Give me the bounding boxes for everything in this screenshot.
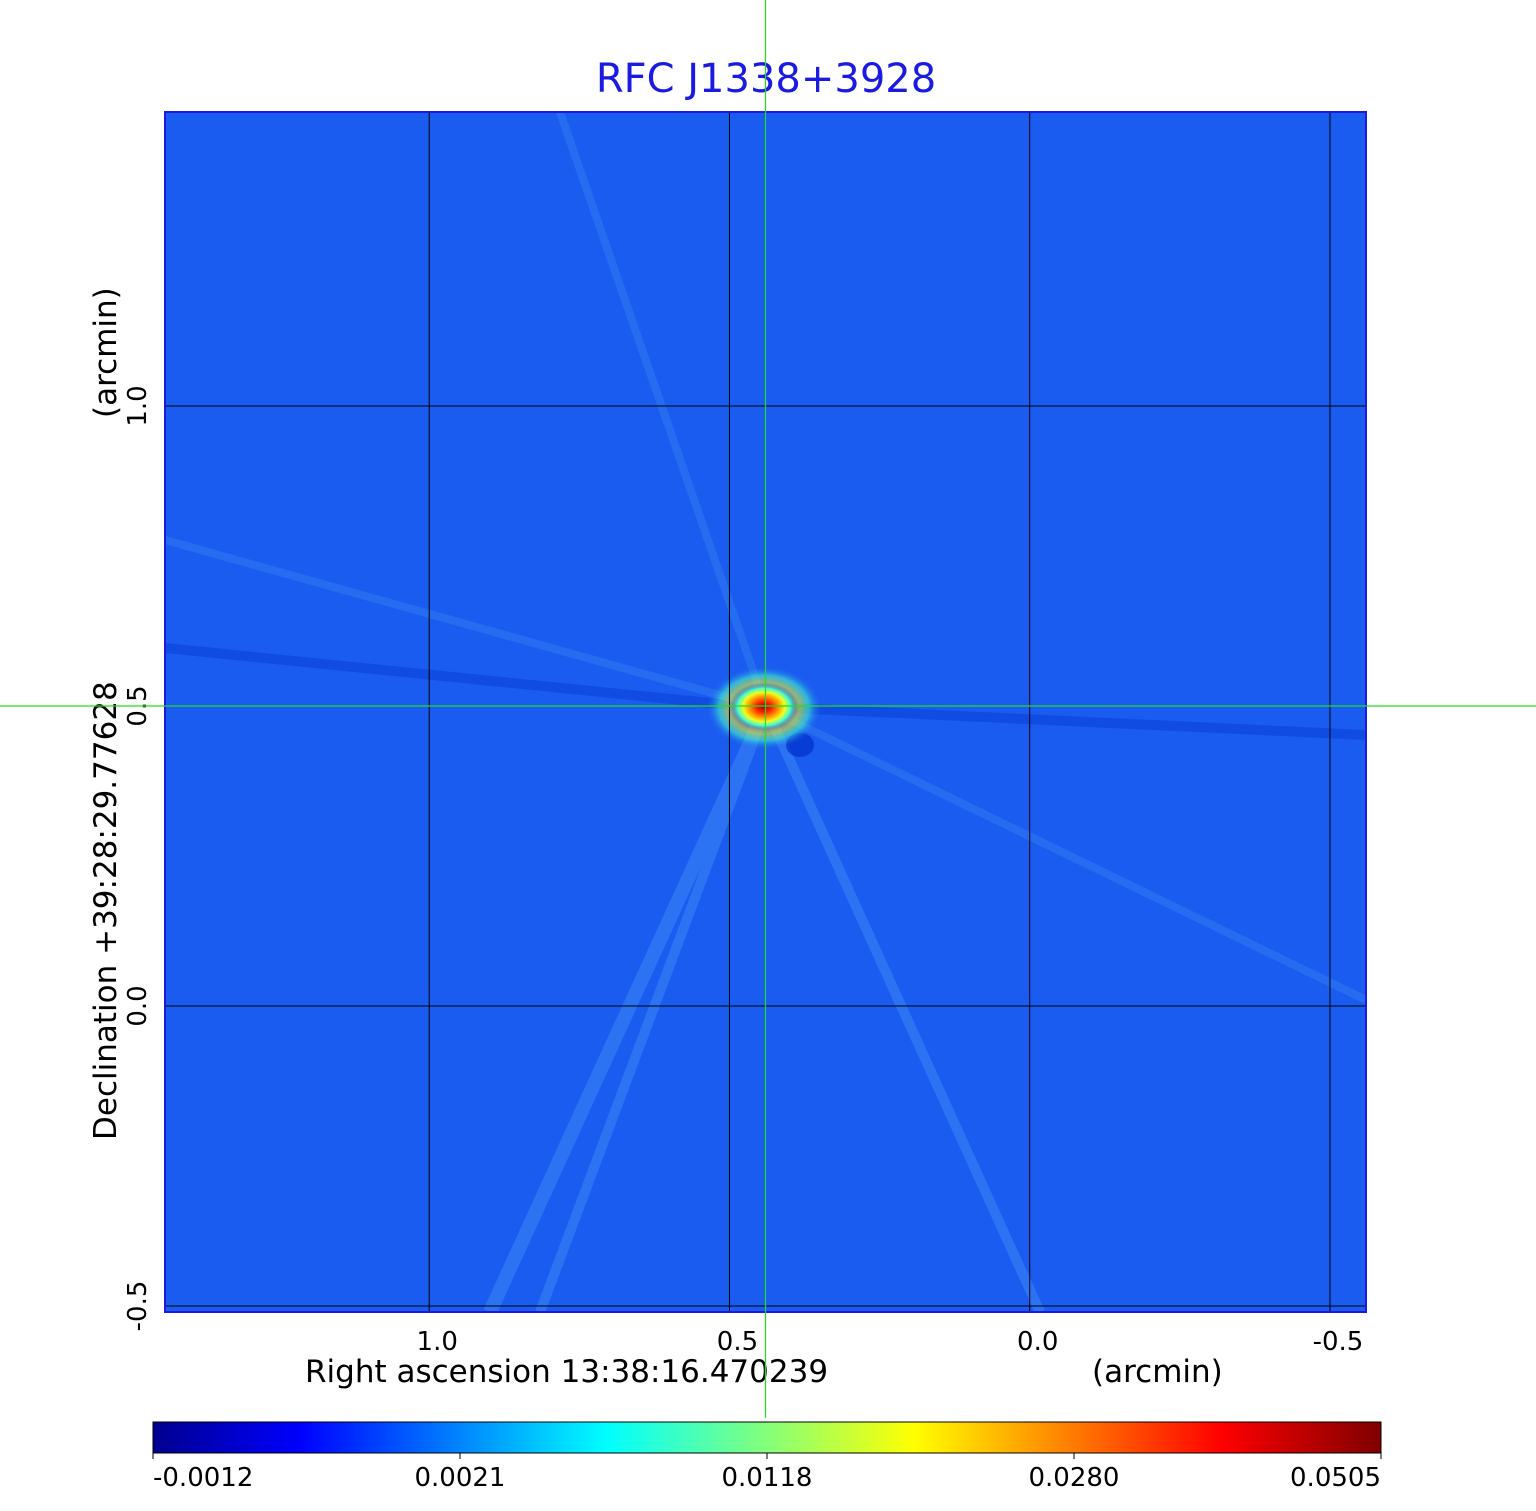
- crosshair: [0, 0, 1536, 1418]
- colorbar-tick-label: 0.0118: [722, 1463, 813, 1493]
- colorbar-ticks: -0.0012 0.0021 0.0118 0.0280 0.0505: [152, 1453, 1382, 1493]
- x-tick-label: -0.5: [1313, 1327, 1364, 1357]
- sidelobe-streak: [483, 705, 773, 1312]
- sidelobe-streak: [556, 112, 770, 710]
- source-peak: [730, 683, 798, 731]
- y-axis-unit: (arcmin): [88, 287, 124, 418]
- sidelobe-streak: [789, 703, 1366, 740]
- y-tick-labels: -0.50.00.51.0: [123, 385, 153, 1331]
- sidelobe-streaks: [165, 112, 1366, 1312]
- colorbar-tick-label: 0.0505: [1290, 1463, 1381, 1493]
- sidelobe-streak: [764, 704, 1366, 1004]
- y-tick-label: -0.5: [123, 1281, 153, 1332]
- colorbar-tick-label: 0.0280: [1029, 1463, 1120, 1493]
- x-tick-label: 1.0: [417, 1327, 458, 1357]
- y-axis-label: Declination +39:28:29.77628: [88, 681, 124, 1140]
- x-axis-unit: (arcmin): [1092, 1354, 1223, 1390]
- colorbar-tick-label: -0.0012: [153, 1463, 253, 1493]
- sidelobe-streak: [761, 705, 1045, 1312]
- x-tick-labels: 1.0 0.5 0.0 -0.5: [417, 1327, 1364, 1357]
- sidelobe-streak: [535, 706, 771, 1312]
- x-tick-label: 0.0: [1017, 1327, 1058, 1357]
- colorbar-tick-label: 0.0021: [415, 1463, 506, 1493]
- y-tick-label: 1.0: [123, 385, 153, 426]
- sidelobe-streak: [165, 643, 761, 713]
- y-tick-label: 0.0: [123, 985, 153, 1026]
- sidelobe-streak: [165, 536, 768, 712]
- x-axis-label: Right ascension 13:38:16.470239: [305, 1354, 828, 1390]
- colorbar: [152, 1421, 1382, 1454]
- x-tick-label: 0.5: [717, 1327, 758, 1357]
